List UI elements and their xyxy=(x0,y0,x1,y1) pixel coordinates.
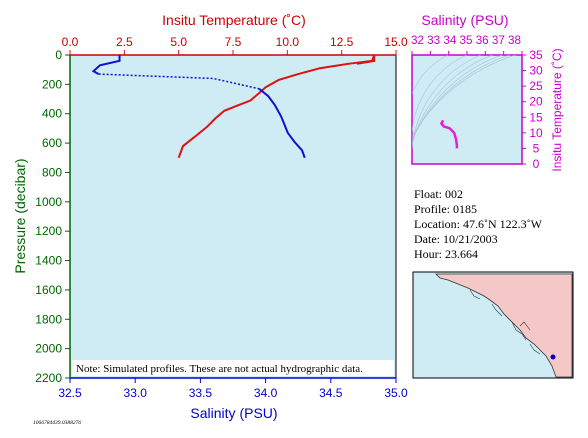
y-tick-label: 0 xyxy=(55,48,62,62)
info-hour: Hour: 23.664 xyxy=(414,247,478,261)
top-tick-label: 7.5 xyxy=(225,35,242,49)
info-date: Date: 10/21/2003 xyxy=(414,232,498,246)
top-tick-label: 5.0 xyxy=(170,35,187,49)
bottom-tick-label: 33.0 xyxy=(124,386,148,400)
bottom-tick-label: 34.0 xyxy=(254,386,278,400)
y-tick-label: 800 xyxy=(42,165,62,179)
footer-id: 1066784439.0388276 xyxy=(33,419,81,426)
ts-x-tick-labels: 32 33 34 35 36 37 38 xyxy=(411,35,521,47)
y-tick-label: 200 xyxy=(42,77,62,91)
ts-curve xyxy=(439,119,459,149)
info-float: Float: 002 xyxy=(414,187,463,201)
y-axis-label: Pressure (decibar) xyxy=(12,158,28,273)
ts-contour xyxy=(412,55,482,148)
top-tick-label: 15.0 xyxy=(384,35,408,49)
ts-contour xyxy=(412,55,449,153)
ts-contour xyxy=(412,55,494,145)
ts-plot-area xyxy=(411,54,523,165)
top-axis-label: Insitu Temperature (˚C) xyxy=(162,12,306,28)
bottom-axis-label: Salinity (PSU) xyxy=(190,405,277,421)
ts-y-tick-label: 25 xyxy=(529,79,543,93)
bottom-tick-label: 33.5 xyxy=(189,386,213,400)
main-axes: 0.0 2.5 5.0 7.5 10.0 12.5 15.0 32.5 33.0 33.5 34.0… xyxy=(35,35,408,400)
top-tick-label: 2.5 xyxy=(116,35,133,49)
ts-title: Salinity (PSU) xyxy=(421,12,508,28)
top-tick-label: 0.0 xyxy=(62,35,79,49)
ts-y-tick-label: 20 xyxy=(529,95,543,109)
ts-density-contours xyxy=(412,55,518,158)
info-profile: Profile: 0185 xyxy=(414,202,477,216)
y-tick-label: 600 xyxy=(42,136,62,150)
ts-contour xyxy=(412,55,468,150)
ts-y-tick-label: 30 xyxy=(529,64,543,78)
y-tick-label: 2200 xyxy=(35,371,62,385)
top-tick-label: 12.5 xyxy=(330,35,354,49)
float-location-marker xyxy=(550,354,556,360)
top-tick-label: 10.0 xyxy=(276,35,300,49)
info-location: Location: 47.6˚N 122.3˚W xyxy=(414,217,543,231)
ts-y-tick-label: 10 xyxy=(529,126,543,140)
temperature-surface-line xyxy=(356,55,376,65)
main-series xyxy=(91,54,376,159)
ts-y-axis-label: Insitu Temperature (˚C) xyxy=(550,48,564,171)
salinity-upper-line xyxy=(91,55,121,75)
ts-series xyxy=(439,119,459,149)
coastline-detail xyxy=(469,289,541,355)
ts-y-tick-label: 15 xyxy=(529,110,543,124)
y-tick-label: 1800 xyxy=(35,312,62,326)
main-plot-area xyxy=(69,54,397,379)
salinity-deep-line xyxy=(258,87,306,159)
y-tick-label: 2000 xyxy=(35,342,62,356)
y-tick-label: 1600 xyxy=(35,283,62,297)
bottom-tick-label: 32.5 xyxy=(58,386,82,400)
y-tick-label: 1200 xyxy=(35,224,62,238)
y-tick-label: 400 xyxy=(42,107,62,121)
bottom-tick-label: 35.0 xyxy=(384,386,408,400)
ts-y-tick-label: 35 xyxy=(529,48,543,62)
ts-contour xyxy=(412,55,518,137)
bottom-tick-label: 34.5 xyxy=(319,386,343,400)
ts-y-tick-label: 0 xyxy=(533,157,540,171)
temperature-profile-line xyxy=(177,54,376,159)
ts-y-tick-label: 5 xyxy=(533,141,540,155)
note-text: Note: Simulated profiles. These are not … xyxy=(76,363,363,375)
y-tick-label: 1400 xyxy=(35,254,62,268)
note-box xyxy=(72,360,394,376)
y-tick-label: 1000 xyxy=(35,195,62,209)
